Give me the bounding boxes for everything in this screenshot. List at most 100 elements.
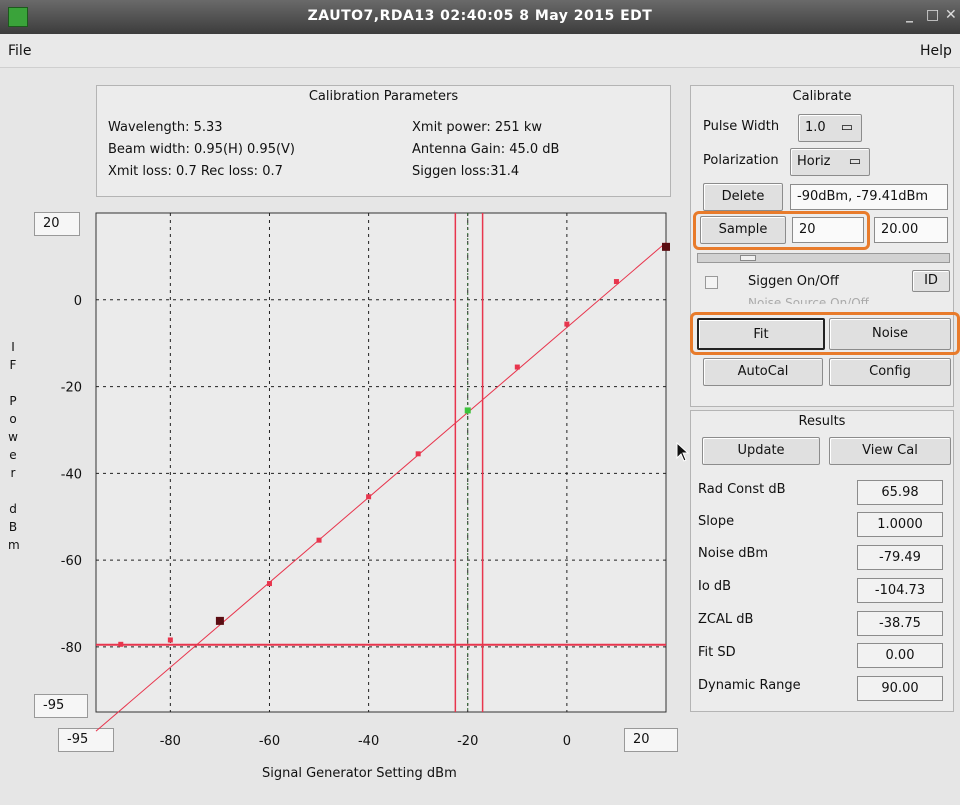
pulse-width-label: Pulse Width	[703, 119, 780, 134]
result-label-zcal: ZCAL dB	[698, 612, 754, 627]
selected-data-point	[662, 242, 670, 251]
y-axis-label-letter: w	[8, 430, 18, 444]
result-value-zcal: -38.75	[857, 611, 943, 636]
data-point	[316, 537, 322, 543]
pulse-width-value: 1.0	[805, 120, 826, 135]
xmit-power-text: Xmit power: 251 kw	[412, 120, 542, 135]
y-axis-label-letter: m	[8, 538, 20, 552]
x-tick-label: -40	[358, 734, 379, 749]
y-axis-label-letter: I	[11, 340, 15, 354]
polarization-select[interactable]: Horiz ▭	[790, 148, 870, 176]
beam-width-text: Beam width: 0.95(H) 0.95(V)	[108, 142, 296, 157]
window-title: ZAUTO7,RDA13 02:40:05 8 May 2015 EDT	[307, 8, 653, 24]
x-axis-label: Signal Generator Setting dBm	[262, 766, 457, 781]
result-label-noise: Noise dBm	[698, 546, 769, 561]
maximize-icon[interactable]: □	[926, 7, 940, 23]
polarization-value: Horiz	[797, 154, 831, 169]
y-axis-label-letter: d	[9, 502, 17, 516]
sample-scrollbar[interactable]	[697, 253, 950, 263]
y-axis-label-letter: B	[8, 520, 18, 534]
calibration-parameters-panel: Calibration Parameters	[96, 85, 671, 197]
result-value-slope: 1.0000	[857, 512, 943, 537]
x-max-input[interactable]: 20	[624, 728, 678, 752]
x-tick-label: -20	[457, 734, 478, 749]
y-tick-label: -60	[61, 554, 82, 569]
autocal-button[interactable]: AutoCal	[703, 358, 823, 386]
result-value-noise: -79.49	[857, 545, 943, 570]
config-button[interactable]: Config	[829, 358, 951, 386]
delete-value-field: -90dBm, -79.41dBm	[790, 184, 948, 210]
result-label-rad-const: Rad Const dB	[698, 482, 786, 497]
current-data-point	[464, 407, 471, 414]
x-tick-label: 0	[563, 734, 571, 749]
noise-button[interactable]: Noise	[829, 318, 951, 350]
calibration-chart[interactable]: -80 -60 -40 -20 0 0 -20 -40 -60 -80	[0, 200, 690, 780]
chart-grid	[95, 212, 667, 713]
result-value-io: -104.73	[857, 578, 943, 603]
antenna-gain-text: Antenna Gain: 45.0 dB	[412, 142, 560, 157]
sample-input[interactable]: 20	[792, 217, 864, 243]
title-bar: ZAUTO7,RDA13 02:40:05 8 May 2015 EDT _ □…	[0, 0, 960, 34]
update-button[interactable]: Update	[702, 437, 820, 465]
y-axis-label-letter: P	[9, 394, 17, 408]
dropdown-icon: ▭	[848, 154, 861, 169]
app-icon	[8, 7, 28, 27]
delete-button[interactable]: Delete	[703, 183, 783, 211]
result-label-io: Io dB	[698, 579, 732, 594]
menu-file[interactable]: File	[8, 43, 32, 59]
data-point	[266, 581, 272, 587]
y-min-input[interactable]: -95	[34, 694, 88, 718]
result-value-rad-const: 65.98	[857, 480, 943, 505]
y-tick-label: -40	[61, 467, 82, 482]
calibrate-title: Calibrate	[792, 89, 852, 104]
result-value-dynamic-range: 90.00	[857, 676, 943, 701]
y-tick-label: -80	[61, 641, 82, 656]
polarization-label: Polarization	[703, 153, 779, 168]
menu-help[interactable]: Help	[920, 43, 952, 59]
result-value-fit-sd: 0.00	[857, 643, 943, 668]
x-tick-label: -60	[259, 734, 280, 749]
scrollbar-thumb[interactable]	[740, 255, 756, 261]
chart-markers	[96, 213, 666, 712]
data-point	[564, 321, 570, 327]
data-point	[613, 279, 619, 285]
result-label-fit-sd: Fit SD	[698, 645, 736, 660]
y-axis-label-letter: F	[9, 358, 17, 372]
chart-ticks: -80 -60 -40 -20 0 0 -20 -40 -60 -80	[61, 294, 571, 749]
data-point	[514, 364, 520, 370]
data-point	[366, 494, 372, 500]
view-cal-button[interactable]: View Cal	[829, 437, 951, 465]
sample-button[interactable]: Sample	[700, 216, 786, 244]
fit-line	[95, 242, 667, 732]
menu-bar: File Help	[0, 34, 960, 68]
mouse-cursor-icon	[676, 442, 690, 462]
dropdown-icon: ▭	[840, 120, 853, 135]
siggen-checkbox[interactable]	[705, 276, 718, 289]
pulse-width-select[interactable]: 1.0 ▭	[798, 114, 862, 142]
selected-data-point	[215, 616, 224, 625]
siggen-label: Siggen On/Off	[748, 274, 839, 289]
minimize-icon[interactable]: _	[906, 7, 913, 23]
noise-source-label: Noise Source On/Off	[748, 296, 869, 304]
results-title: Results	[798, 414, 846, 429]
id-button[interactable]: ID	[912, 270, 950, 292]
y-axis-label-letter: r	[10, 466, 16, 480]
close-icon[interactable]: ✕	[945, 7, 957, 23]
chart-points	[118, 242, 670, 647]
fit-button[interactable]: Fit	[697, 318, 825, 350]
fit-noise-highlight	[690, 312, 960, 355]
plot-area	[95, 212, 667, 713]
y-axis-label-letter: o	[9, 412, 17, 426]
wavelength-text: Wavelength: 5.33	[108, 120, 223, 135]
data-point	[415, 451, 421, 457]
y-axis-label-letter: e	[9, 448, 17, 462]
x-min-input[interactable]: -95	[58, 728, 114, 752]
chart-lines	[95, 242, 667, 732]
data-point	[167, 637, 173, 643]
y-max-input[interactable]: 20	[34, 212, 80, 236]
result-label-dynamic-range: Dynamic Range	[698, 678, 801, 693]
x-tick-label: -80	[160, 734, 181, 749]
result-label-slope: Slope	[698, 514, 735, 529]
siggen-loss-text: Siggen loss:31.4	[412, 164, 520, 179]
sample-highlight	[693, 211, 870, 250]
